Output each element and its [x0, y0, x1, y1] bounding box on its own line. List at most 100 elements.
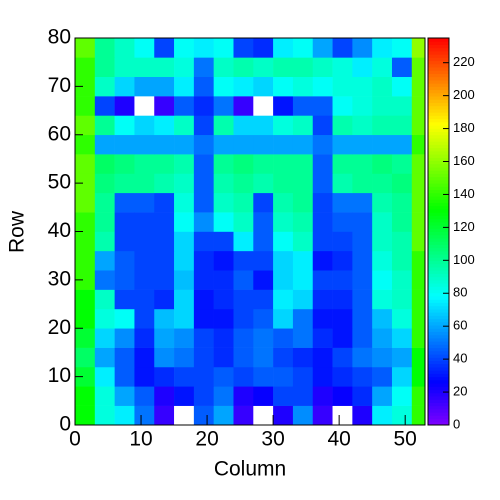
heatmap-cell [332, 96, 353, 116]
heatmap-cell [75, 308, 96, 329]
heatmap-cell [312, 270, 333, 290]
heatmap-cell [154, 366, 175, 387]
heatmap-cell [233, 270, 254, 290]
heatmap-cell [253, 96, 274, 116]
heatmap-cell [114, 328, 135, 348]
heatmap-cell [233, 192, 254, 213]
x-tick-label: 50 [394, 428, 417, 451]
colorbar-segment [428, 302, 449, 307]
heatmap-cell [273, 212, 294, 232]
heatmap-cell [114, 231, 135, 252]
colorbar-segment [428, 89, 449, 94]
heatmap-cell [253, 134, 274, 155]
heatmap-cell [94, 115, 115, 136]
colorbar-segment [428, 215, 449, 220]
heatmap-cell [332, 154, 353, 174]
heatmap-cell [372, 328, 393, 348]
heatmap-cell [391, 366, 413, 387]
heatmap-cell [134, 212, 155, 232]
colorbar-segment [428, 76, 449, 81]
heatmap-cell [391, 347, 413, 368]
heatmap-cell [332, 134, 353, 155]
heatmap-cell [372, 154, 393, 174]
heatmap-cell [312, 386, 333, 406]
heatmap-cell [273, 328, 294, 348]
heatmap-cell [253, 38, 274, 58]
heatmap-cell [273, 250, 294, 271]
colorbar-tick-label: 160 [453, 153, 475, 168]
heatmap-cell [253, 289, 274, 310]
colorbar-segment [428, 118, 449, 123]
colorbar-segment [428, 289, 449, 294]
heatmap-cell [193, 154, 214, 174]
colorbar-segment [428, 150, 449, 155]
heatmap-cell [411, 289, 426, 310]
heatmap-cell [391, 308, 413, 329]
heatmap-cell [273, 308, 294, 329]
colorbar-segment [428, 421, 449, 426]
heatmap-cell [312, 250, 333, 271]
heatmap-cell [75, 57, 96, 77]
heatmap-cell [75, 270, 96, 290]
colorbar-segment [428, 189, 449, 194]
heatmap-cell [332, 250, 353, 271]
colorbar-segment [428, 60, 449, 65]
heatmap-cell [391, 173, 413, 194]
heatmap-cell [193, 270, 214, 290]
colorbar-segment [428, 266, 449, 271]
colorbar-segment [428, 41, 449, 45]
heatmap-cell [114, 212, 135, 232]
colorbar-segment [428, 334, 449, 339]
heatmap-cell [193, 173, 214, 194]
heatmap-cell [174, 212, 195, 232]
y-tick-label: 0 [59, 413, 71, 436]
heatmap-cell [213, 212, 234, 232]
colorbar-segment [428, 128, 449, 133]
heatmap-cell [154, 38, 175, 58]
heatmap-cell [253, 192, 274, 213]
heatmap-cell [312, 134, 333, 155]
heatmap-cell [233, 154, 254, 174]
heatmap-cell [411, 250, 426, 271]
heatmap-cell [154, 270, 175, 290]
x-tick-label: 0 [69, 428, 81, 451]
heatmap-cell [174, 347, 195, 368]
heatmap-cell [372, 76, 393, 97]
heatmap-cell [352, 405, 373, 426]
colorbar-segment [428, 105, 449, 110]
heatmap-cell [174, 328, 195, 348]
colorbar-segment [428, 389, 449, 394]
heatmap-cell [273, 134, 294, 155]
y-tick-label: 70 [48, 74, 71, 97]
heatmap-cell [372, 270, 393, 290]
heatmap-cell [75, 328, 96, 348]
colorbar-segment [428, 212, 449, 216]
colorbar-segment [428, 241, 449, 245]
heatmap-cell [352, 250, 373, 271]
colorbar-segment [428, 279, 449, 284]
colorbar-segment [428, 250, 449, 255]
heatmap-cell [213, 192, 234, 213]
heatmap-cell [253, 212, 274, 232]
colorbar-segment [428, 196, 449, 200]
heatmap-cell [94, 192, 115, 213]
colorbar-segment [428, 357, 449, 361]
heatmap-cell [273, 192, 294, 213]
heatmap-cell [94, 289, 115, 310]
heatmap-cell [174, 386, 195, 406]
heatmap-cell [352, 76, 373, 97]
heatmap-cell [174, 154, 195, 174]
heatmap-cell [134, 38, 155, 58]
heatmap-cell [372, 57, 393, 77]
heatmap-cell [411, 366, 426, 387]
colorbar-segment [428, 296, 449, 300]
colorbar-segment [428, 176, 449, 181]
colorbar-segment [428, 412, 449, 416]
y-tick-label: 20 [48, 316, 71, 339]
heatmap-cell [312, 366, 333, 387]
heatmap-cell [352, 289, 373, 310]
colorbar-frame [427, 37, 450, 426]
heatmap-cell [372, 308, 393, 329]
heatmap-cell [273, 386, 294, 406]
heatmap-cell [174, 96, 195, 116]
